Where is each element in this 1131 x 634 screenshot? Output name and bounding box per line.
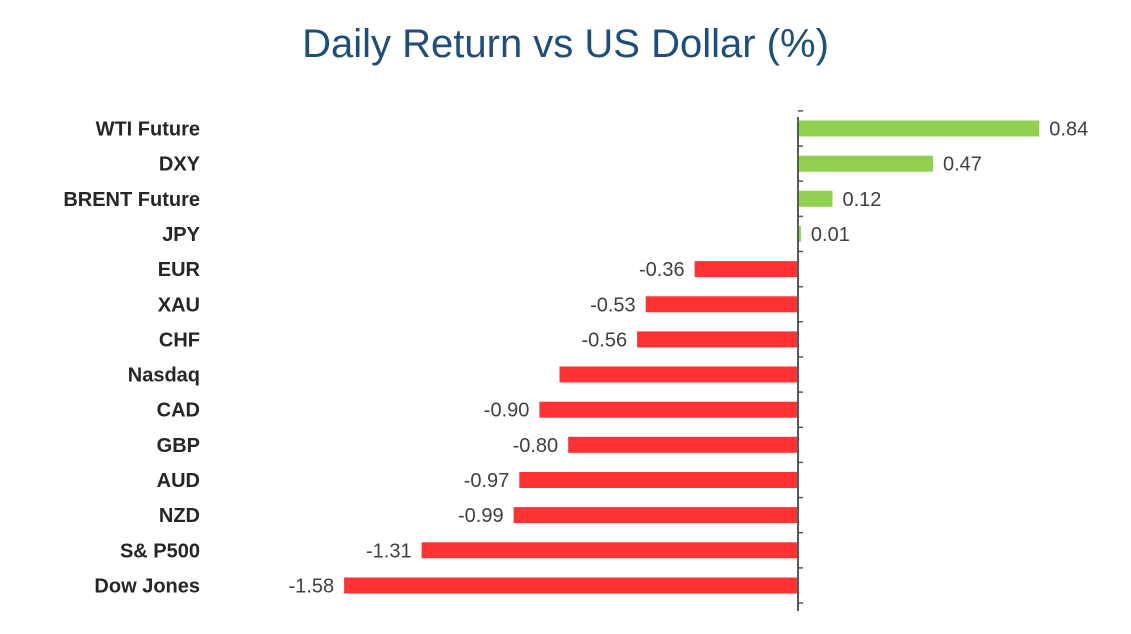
bar-dxy [798,155,933,172]
axis-group [797,110,803,611]
category-label: Dow Jones [94,576,200,598]
bar-aud [519,472,798,488]
bar-chf [637,331,798,348]
data-label: 0.01 [811,224,850,246]
bar-cad [539,401,798,418]
data-label: -1.58 [289,576,335,598]
data-label: 0.84 [1049,119,1088,141]
labels-group: WTI Future 0.84 DXY 0.47 BRENT Future 0.12 JPY… [63,119,1088,598]
data-label: -0.53 [590,294,636,316]
data-label: -0.36 [639,259,685,281]
category-label: EUR [158,259,201,281]
data-label: 0.47 [943,154,982,176]
data-label: 0.12 [843,189,882,211]
bar-gbp [568,436,798,453]
data-label: -0.90 [484,400,530,422]
category-label: CAD [157,400,200,422]
category-label: XAU [158,294,200,316]
bars-group [344,120,1040,594]
category-label: GBP [157,435,200,457]
category-label: DXY [159,154,201,176]
data-label: -0.97 [464,470,510,492]
data-label: -0.99 [458,505,504,527]
bar-xau [645,296,798,313]
category-label: S& P500 [120,540,200,562]
bar-brent-future [798,190,833,207]
category-label: CHF [159,329,200,351]
bar-eur [694,261,798,278]
category-label: Nasdaq [128,365,200,387]
bar-s-p500 [421,542,798,559]
category-label: NZD [159,505,200,527]
data-label: -1.31 [366,540,412,562]
category-label: JPY [162,224,200,246]
bar-wti-future [798,120,1040,137]
category-label: AUD [157,470,200,492]
data-label: -0.80 [513,435,559,457]
category-label: BRENT Future [63,189,200,211]
bar-nasdaq [559,366,798,383]
chart-title: Daily Return vs US Dollar (%) [302,22,829,66]
category-label: WTI Future [96,119,200,141]
bar-nzd [513,507,798,524]
bar-dow-jones [344,577,798,594]
data-label: -0.56 [582,329,628,351]
bar-jpy [798,225,801,242]
